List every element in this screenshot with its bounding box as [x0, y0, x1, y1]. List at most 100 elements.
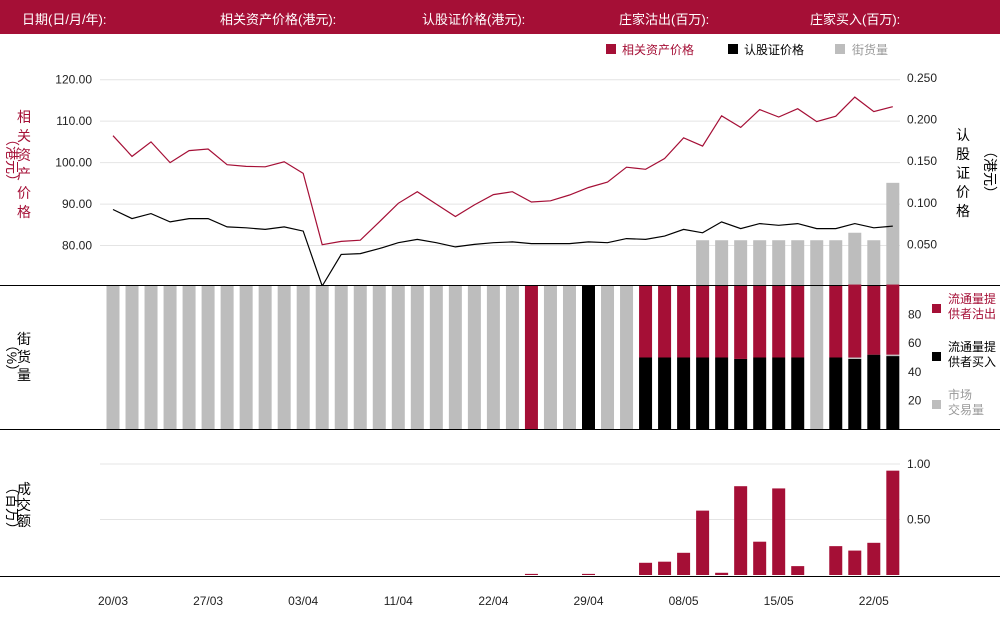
header-mm-buy-label: 庄家买入(百万):	[810, 12, 901, 27]
market-volume-bar	[467, 286, 481, 429]
left-outstanding-axis-title: 货	[17, 349, 31, 365]
right-price-axis-title: 价	[956, 184, 970, 200]
legend-underlying-swatch	[606, 44, 616, 54]
outstanding-bar	[886, 182, 900, 286]
x-tick-label: 20/03	[98, 594, 128, 608]
legend-lp-buy-label: 流通量提	[948, 339, 996, 354]
lp-sell-bar	[753, 286, 767, 358]
x-tick-label: 22/05	[859, 594, 889, 608]
lp-buy-bar	[753, 357, 767, 429]
left-price-axis-title: 关	[17, 128, 31, 144]
warrant-price-line	[112, 208, 893, 288]
outstanding-bar	[810, 240, 824, 286]
lp-buy-bar	[677, 357, 691, 429]
market-volume-bar	[258, 286, 272, 429]
volume-bar	[677, 552, 691, 575]
legend-lp-sell-label: 供者沽出	[948, 307, 996, 321]
lp-sell-bar	[639, 286, 653, 358]
lp-sell-bar	[677, 286, 691, 358]
market-volume-bar	[562, 286, 576, 429]
header-bar: 日期(日/月/年): 相关资产价格(港元): 认股证价格(港元): 庄家沽出(百…	[0, 0, 1000, 34]
x-tick-label: 15/05	[764, 594, 794, 608]
left-outstanding-axis-unit: （%）	[4, 338, 20, 378]
lp-sell-bar	[867, 286, 881, 355]
legend-underlying-label: 相关资产价格	[622, 42, 694, 57]
volume-bar	[715, 572, 729, 575]
legend-lp-buy-swatch	[932, 352, 941, 361]
left-volume-axis-title: 额	[17, 513, 31, 529]
volume-bar	[734, 486, 748, 575]
market-volume-bar	[620, 286, 634, 429]
outstanding-tick-label: 80	[908, 308, 922, 322]
outstanding-bar	[715, 240, 729, 286]
lp-buy-bar	[772, 357, 786, 429]
lp-sell-bar	[886, 284, 900, 355]
outstanding-bar	[829, 240, 843, 286]
volume-bar	[829, 546, 843, 575]
left-price-tick-label: 100.00	[55, 156, 92, 170]
market-volume-bar	[543, 286, 557, 429]
lp-sell-bar	[715, 286, 729, 358]
outstanding-tick-label: 20	[908, 393, 922, 407]
market-volume-bar	[220, 286, 234, 429]
legend-market-label: 交易量	[948, 402, 984, 417]
lp-buy-bar	[829, 357, 843, 429]
right-price-tick-label: 0.200	[907, 113, 937, 127]
volume-bar	[658, 561, 672, 575]
market-volume-bar	[315, 286, 329, 429]
volume-tick-label: 0.50	[907, 513, 931, 527]
outstanding-bar	[848, 232, 862, 286]
right-price-tick-label: 0.250	[907, 71, 937, 85]
outstanding-tick-label: 40	[908, 365, 922, 379]
market-volume-bar	[106, 286, 120, 429]
volume-bar	[582, 573, 595, 575]
market-volume-bar	[353, 286, 367, 429]
market-volume-bar	[486, 286, 500, 429]
lp-sell-bar	[848, 284, 862, 358]
outstanding-bar	[772, 240, 786, 286]
right-price-axis-title: 股	[956, 146, 970, 162]
outstanding-bar	[791, 240, 805, 286]
left-price-axis-title: 格	[17, 204, 31, 220]
left-price-axis-title: 资	[17, 147, 31, 163]
left-volume-axis-title: 交	[17, 497, 31, 513]
right-price-tick-label: 0.100	[907, 196, 937, 210]
x-tick-label: 22/04	[478, 594, 508, 608]
header-warrant-label: 认股证价格(港元):	[422, 12, 526, 27]
header-mm-sell-label: 庄家沽出(百万):	[619, 12, 710, 27]
market-volume-bar	[448, 286, 462, 429]
left-price-axis-unit: （港元）	[4, 132, 20, 188]
left-price-tick-label: 120.00	[55, 73, 92, 87]
volume-bar	[639, 562, 653, 575]
outstanding-tick-label: 60	[908, 336, 922, 350]
volume-bar	[753, 541, 767, 575]
volume-bar	[524, 573, 538, 575]
legend-outstanding-swatch	[835, 44, 845, 54]
left-outstanding-axis-title: 街	[17, 331, 31, 347]
market-volume-bar	[429, 286, 443, 429]
x-tick-label: 29/04	[573, 594, 603, 608]
header-underlying-label: 相关资产价格(港元):	[220, 12, 337, 27]
volume-bar	[772, 488, 786, 575]
volume-tick-label: 1.00	[907, 457, 931, 471]
lp-buy-bar	[582, 286, 595, 429]
lp-buy-bar	[848, 358, 862, 429]
volume-bar	[791, 566, 805, 575]
market-volume-bar	[410, 286, 424, 429]
volume-bar	[867, 542, 881, 575]
outstanding-bar	[696, 240, 710, 286]
right-price-axis-title: 证	[956, 165, 970, 181]
market-volume-bar	[848, 357, 862, 359]
lp-buy-bar	[696, 357, 710, 429]
market-volume-bar	[201, 286, 215, 429]
lp-buy-bar	[867, 354, 881, 429]
header-date-label: 日期(日/月/年):	[22, 12, 107, 27]
left-price-tick-label: 90.00	[62, 197, 92, 211]
x-tick-label: 11/04	[384, 594, 413, 608]
market-volume-bar	[505, 286, 519, 429]
outstanding-bar	[753, 240, 767, 286]
legend-market-swatch	[932, 400, 941, 409]
market-volume-bar	[182, 286, 196, 429]
lp-buy-bar	[734, 358, 748, 429]
